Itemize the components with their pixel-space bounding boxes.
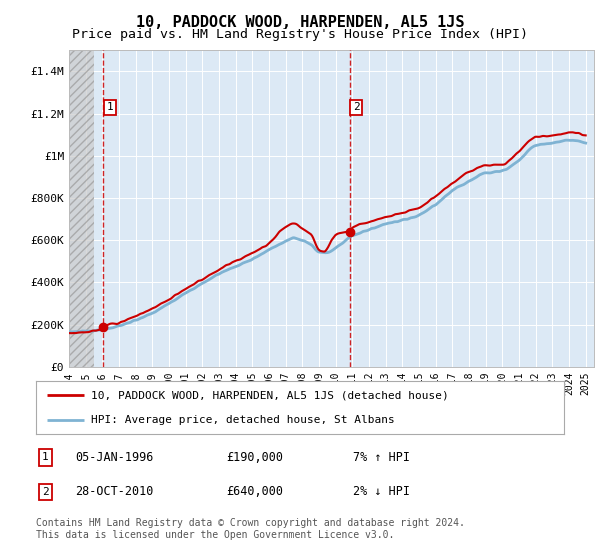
Text: 1: 1 bbox=[106, 102, 113, 113]
Text: 1: 1 bbox=[42, 452, 49, 462]
Text: 2: 2 bbox=[42, 487, 49, 497]
Text: Contains HM Land Registry data © Crown copyright and database right 2024.
This d: Contains HM Land Registry data © Crown c… bbox=[36, 518, 465, 540]
Text: 05-JAN-1996: 05-JAN-1996 bbox=[76, 451, 154, 464]
Bar bbox=[69, 50, 94, 367]
Text: £640,000: £640,000 bbox=[226, 486, 283, 498]
Text: HPI: Average price, detached house, St Albans: HPI: Average price, detached house, St A… bbox=[91, 414, 395, 424]
Text: 10, PADDOCK WOOD, HARPENDEN, AL5 1JS: 10, PADDOCK WOOD, HARPENDEN, AL5 1JS bbox=[136, 15, 464, 30]
Text: 2: 2 bbox=[353, 102, 359, 113]
Text: 10, PADDOCK WOOD, HARPENDEN, AL5 1JS (detached house): 10, PADDOCK WOOD, HARPENDEN, AL5 1JS (de… bbox=[91, 390, 449, 400]
Text: Price paid vs. HM Land Registry's House Price Index (HPI): Price paid vs. HM Land Registry's House … bbox=[72, 28, 528, 41]
Text: 28-OCT-2010: 28-OCT-2010 bbox=[76, 486, 154, 498]
Text: £190,000: £190,000 bbox=[226, 451, 283, 464]
Text: 7% ↑ HPI: 7% ↑ HPI bbox=[353, 451, 410, 464]
Text: 2% ↓ HPI: 2% ↓ HPI bbox=[353, 486, 410, 498]
